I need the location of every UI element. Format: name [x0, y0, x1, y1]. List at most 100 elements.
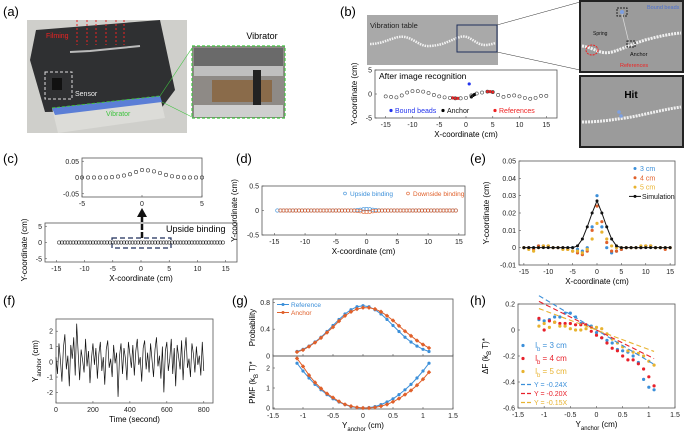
- data-point: [349, 208, 354, 213]
- data-point: [59, 240, 64, 245]
- data-point: [485, 90, 490, 94]
- data-point: [580, 237, 584, 241]
- data-point: [605, 341, 609, 345]
- plot-frame: [81, 157, 203, 198]
- data-point: [488, 90, 492, 94]
- series-line: [296, 305, 430, 352]
- data-point: [189, 240, 194, 245]
- data-point: [318, 208, 323, 213]
- data-point: [107, 240, 112, 245]
- data-point: [447, 208, 452, 213]
- data-point: [450, 208, 455, 213]
- x-tick-label: -10: [543, 269, 553, 276]
- data-point: [595, 194, 599, 198]
- data-point: [364, 209, 369, 214]
- y-tick-label: 0.4: [260, 327, 270, 334]
- x-tick-label: 10: [424, 239, 432, 246]
- legend-marker: [389, 108, 393, 113]
- vibration-table-label: Vibration table: [370, 21, 418, 30]
- data-point: [306, 373, 312, 378]
- x-axis-label: Yanchor (cm): [342, 421, 384, 433]
- data-point: [563, 321, 567, 326]
- data-point: [395, 208, 400, 213]
- x-tick-label: -15: [519, 269, 529, 276]
- data-point: [218, 240, 223, 245]
- data-point: [556, 246, 560, 250]
- x-tick-label: -15: [269, 239, 279, 246]
- y-tick-label: -5: [36, 256, 42, 263]
- x-tick-label: -1: [300, 413, 306, 420]
- data-point: [506, 94, 511, 98]
- x-tick-label: 5: [491, 122, 495, 129]
- y-tick-label: -1: [47, 375, 53, 382]
- data-point: [639, 246, 643, 250]
- x-tick-label: 5: [167, 266, 171, 273]
- y-tick-label: 0.01: [502, 228, 516, 235]
- y-tick-label: -0.4: [503, 380, 515, 387]
- data-point: [372, 306, 378, 312]
- data-point: [86, 175, 91, 180]
- legend-label: lb = 5 cm: [535, 367, 567, 379]
- data-point: [658, 246, 662, 250]
- data-point: [140, 168, 145, 173]
- data-point: [200, 175, 205, 180]
- y-axis-label: ΔF (kB T)*: [481, 338, 493, 374]
- x-axis-label: Time (second): [109, 415, 160, 424]
- x-tick-label: 5: [200, 201, 204, 208]
- data-point: [116, 240, 121, 245]
- y-tick-label: 0.05: [65, 159, 79, 166]
- y-axis-label: Y-coordinate (cm): [482, 181, 491, 244]
- data-point: [426, 370, 432, 375]
- data-point: [636, 362, 640, 366]
- data-point: [415, 376, 419, 380]
- hit-label: Hit: [624, 90, 638, 101]
- data-point: [547, 325, 552, 329]
- y-tick-label: 2: [49, 329, 53, 336]
- data-point: [102, 240, 107, 245]
- vibrator-label: Vibrator: [106, 111, 131, 118]
- data-point: [610, 237, 614, 241]
- data-point: [415, 344, 419, 348]
- data-point: [444, 208, 449, 213]
- y-tick-label: 0: [512, 245, 516, 252]
- arrow-head-icon: [137, 208, 147, 217]
- data-point: [113, 240, 118, 245]
- data-point: [571, 246, 575, 250]
- data-point: [600, 336, 604, 340]
- data-point: [327, 208, 332, 213]
- x-tick-label: -0.5: [327, 413, 339, 420]
- data-point: [105, 240, 110, 245]
- data-point: [164, 172, 169, 177]
- data-point: [600, 225, 604, 229]
- data-point: [294, 349, 300, 355]
- data-point: [579, 328, 583, 332]
- x-tick-label: -10: [79, 266, 89, 273]
- data-point: [57, 240, 62, 245]
- data-point: [110, 175, 115, 180]
- data-point: [85, 240, 90, 245]
- data-point: [385, 400, 389, 404]
- x-tick-label: -5: [110, 266, 116, 273]
- data-point: [438, 208, 443, 213]
- data-point: [342, 313, 348, 318]
- data-point: [384, 313, 390, 318]
- data-point: [336, 399, 342, 404]
- data-point: [566, 246, 570, 250]
- data-point: [407, 208, 412, 213]
- y-tick-label: 0: [75, 175, 79, 182]
- data-point: [383, 208, 388, 213]
- data-point: [198, 240, 203, 245]
- data-point: [600, 327, 604, 331]
- data-point: [542, 328, 546, 332]
- data-point: [585, 225, 589, 229]
- x-axis-label: Yanchor (cm): [576, 420, 618, 432]
- data-point: [614, 249, 619, 253]
- data-point: [389, 208, 394, 213]
- data-point: [652, 384, 656, 388]
- x-tick-label: 15: [666, 269, 674, 276]
- data-point: [122, 240, 127, 245]
- data-point: [553, 315, 557, 319]
- data-point: [220, 240, 225, 245]
- data-point: [610, 341, 614, 345]
- legend-marker: [521, 343, 525, 348]
